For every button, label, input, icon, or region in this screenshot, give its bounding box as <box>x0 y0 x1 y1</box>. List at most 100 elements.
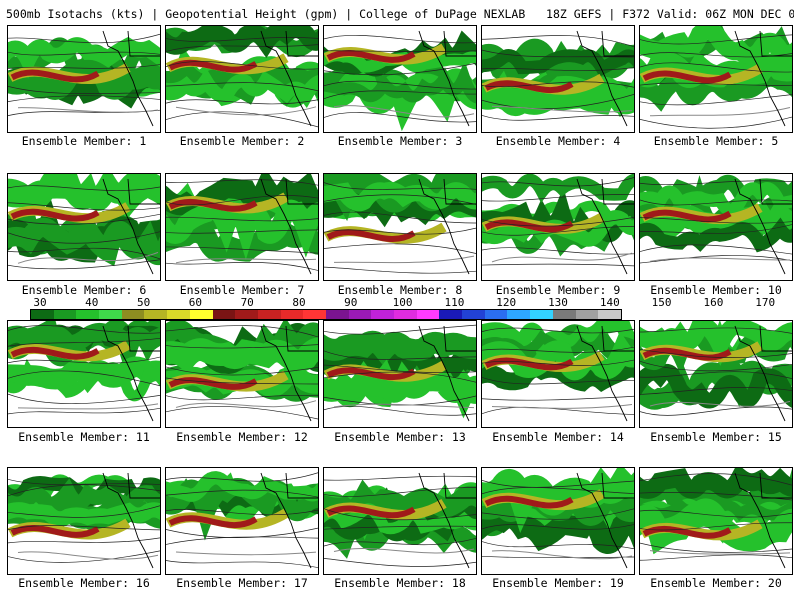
jet-core-red <box>168 377 258 390</box>
height-contour <box>324 508 476 521</box>
ensemble-panel-10 <box>639 173 793 281</box>
height-contour <box>482 487 634 495</box>
height-contour <box>640 82 792 86</box>
colorbar-swatch <box>507 310 531 319</box>
colorbar-swatch <box>76 310 100 319</box>
height-contour <box>166 37 318 42</box>
jet-band-green <box>640 359 792 410</box>
jet-core-red <box>642 209 732 223</box>
jet-band-green <box>324 181 476 212</box>
height-contour <box>324 90 476 100</box>
isotach-map <box>8 472 160 569</box>
height-contour <box>324 80 476 90</box>
height-contour <box>482 67 634 71</box>
jet-band-green <box>8 56 160 100</box>
height-contour <box>482 194 634 202</box>
coastline <box>418 30 476 127</box>
colorbar-tick-label: 80 <box>292 296 306 309</box>
isotach-map <box>482 30 634 127</box>
colorbar-swatch <box>348 310 372 319</box>
colorbar-swatch <box>598 310 621 319</box>
height-contour <box>8 393 160 405</box>
gray-contour <box>333 403 475 409</box>
gray-contour <box>491 403 633 409</box>
panel-caption: Ensemble Member: 12 <box>176 430 308 444</box>
isotach-map <box>482 321 634 422</box>
height-contour <box>640 94 792 106</box>
height-contour <box>324 50 476 52</box>
coastline <box>260 30 318 127</box>
height-contour <box>482 81 634 88</box>
ensemble-panel-19 <box>481 467 635 575</box>
colorbar-swatch <box>280 310 304 319</box>
height-contour <box>640 217 792 224</box>
colorbar-swatch <box>575 310 599 319</box>
coastline <box>576 325 634 422</box>
height-contour <box>324 538 476 547</box>
height-contour <box>482 177 634 187</box>
isotach-map <box>640 26 792 129</box>
ensemble-panel-5 <box>639 25 793 133</box>
height-contour <box>166 472 318 482</box>
colorbar-swatch <box>99 310 122 319</box>
jet-core-red <box>326 505 416 519</box>
colorbar-tick-label: 50 <box>136 296 151 309</box>
gray-contour <box>491 105 633 113</box>
jet-band-green <box>482 174 634 204</box>
coastline <box>734 178 792 275</box>
height-contour <box>640 473 792 486</box>
jet-band-green <box>166 199 318 260</box>
isotach-map <box>8 30 160 127</box>
colorbar-swatch <box>530 310 553 319</box>
jet-core-red <box>326 229 416 242</box>
height-contour <box>8 202 160 211</box>
height-contour <box>324 211 476 224</box>
isotach-map <box>324 174 476 275</box>
jet-band-green <box>166 218 318 262</box>
jet-core-red <box>10 525 100 538</box>
panel-caption: Ensemble Member: 19 <box>492 576 624 590</box>
height-contour <box>324 182 476 190</box>
isotach-map <box>482 174 634 275</box>
ensemble-panel-6 <box>7 173 161 281</box>
height-contour <box>640 360 792 372</box>
panel-caption: Ensemble Member: 5 <box>653 134 779 148</box>
height-contour <box>8 370 160 387</box>
isotach-map <box>166 26 318 128</box>
jet-band-green <box>8 214 160 267</box>
ensemble-panel-16 <box>7 467 161 575</box>
panel-caption: Ensemble Member: 13 <box>334 430 466 444</box>
height-contour <box>324 525 476 530</box>
coastline <box>260 472 318 569</box>
height-contour <box>166 508 318 516</box>
height-contour <box>482 93 634 109</box>
height-contour <box>482 395 634 401</box>
height-contour <box>166 179 318 186</box>
colorbar-tick-label: 120 <box>496 296 517 309</box>
height-contour <box>166 394 318 401</box>
jet-band-green <box>640 498 792 521</box>
jet-band-green <box>324 359 476 404</box>
height-contour <box>640 387 792 395</box>
gray-contour <box>491 252 633 263</box>
panel-caption: Ensemble Member: 3 <box>337 134 463 148</box>
height-contour <box>166 261 318 271</box>
gray-contour <box>175 106 317 116</box>
coastline <box>102 30 160 127</box>
ensemble-panel-13 <box>323 320 477 428</box>
height-contour <box>482 377 634 385</box>
height-contour <box>482 225 634 236</box>
colorbar-swatch <box>235 310 258 319</box>
jet-core-red <box>484 495 574 509</box>
colorbar-swatch <box>462 310 485 319</box>
isotach-map <box>8 321 160 422</box>
height-contour <box>166 489 318 498</box>
height-contour <box>8 64 160 69</box>
coastline <box>734 325 792 422</box>
height-contour <box>640 522 792 531</box>
height-contour <box>640 406 792 416</box>
height-contour <box>166 61 318 70</box>
height-contour <box>166 229 318 234</box>
height-contour <box>8 478 160 485</box>
coastline <box>576 178 634 275</box>
